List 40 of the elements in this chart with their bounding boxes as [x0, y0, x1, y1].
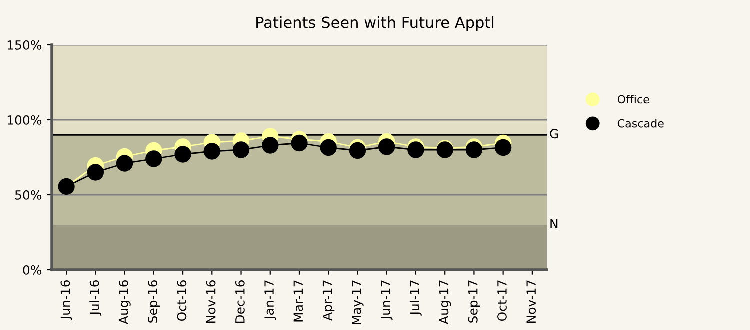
x-tick-label: Apr-17 [322, 280, 335, 321]
legend-label: Cascade [618, 119, 664, 128]
x-tick-label: Jun-17 [381, 280, 393, 320]
x-tick-label: Sep-17 [468, 280, 480, 323]
x-tick-label: Aug-16 [118, 280, 131, 324]
point [87, 164, 104, 181]
band-label: N [550, 219, 558, 228]
chart-title: Patients Seen with Future Apptl [256, 16, 494, 32]
x-tick-label: Nov-16 [206, 280, 216, 323]
point [408, 142, 424, 158]
point [262, 137, 279, 154]
point [291, 134, 308, 152]
x-tick-label: Jun-16 [60, 280, 73, 320]
x-tick-label: Nov-17 [526, 280, 536, 323]
y-tick-label: 150% [8, 40, 42, 50]
point [494, 139, 512, 156]
point [320, 139, 337, 156]
y-tick-label: 0% [23, 265, 42, 275]
x-tick-label: Jul-16 [90, 280, 102, 316]
point [466, 142, 483, 158]
legend-label: Office [618, 95, 650, 104]
point [116, 155, 134, 172]
point [349, 142, 366, 160]
x-tick-label: Oct-17 [497, 280, 507, 322]
point [174, 146, 192, 163]
x-tick-label: Jul-17 [410, 280, 422, 316]
x-tick-label: Aug-17 [439, 280, 452, 324]
ref-line-label: G [550, 129, 558, 139]
y-tick-label: 100% [8, 115, 42, 125]
point [146, 150, 162, 168]
point [232, 142, 250, 158]
y-tick-label: 50% [15, 190, 42, 200]
x-tick-label: May-17 [352, 280, 364, 325]
x-tick-label: Dec-16 [235, 280, 245, 324]
point [378, 138, 396, 156]
point [204, 143, 220, 160]
x-tick-label: Sep-16 [148, 280, 160, 323]
x-tick-label: Jan-17 [264, 280, 276, 320]
x-tick-label: Mar-17 [294, 280, 304, 322]
x-tick-label: Oct-16 [177, 280, 187, 322]
